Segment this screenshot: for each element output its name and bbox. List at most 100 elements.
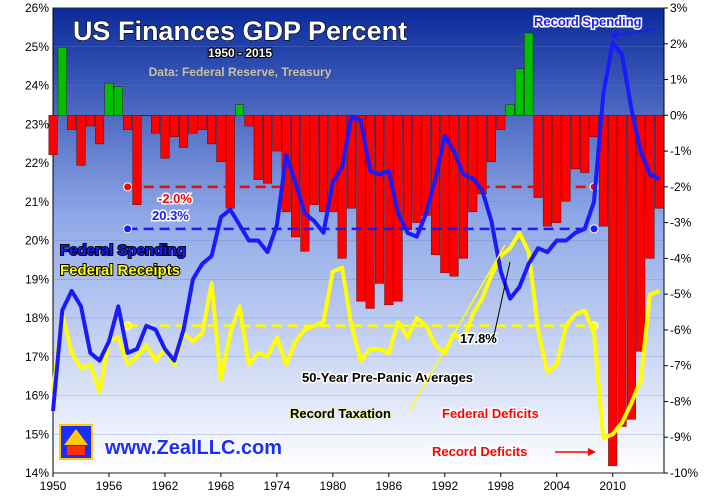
deficit-bar bbox=[412, 115, 422, 223]
x-tick-label: 1950 bbox=[40, 479, 67, 493]
deficit-bar bbox=[486, 115, 496, 163]
deficit-bar bbox=[402, 115, 412, 230]
deficit-bar bbox=[319, 115, 329, 213]
deficit-bar bbox=[309, 115, 319, 205]
x-tick-label: 1956 bbox=[96, 479, 123, 493]
deficit-bar bbox=[505, 104, 515, 116]
deficit-bar bbox=[76, 115, 86, 166]
receipts-avg-pointer bbox=[492, 261, 511, 341]
left-tick-label: 19% bbox=[25, 272, 49, 286]
deficit-bar bbox=[468, 115, 478, 213]
deficit-bar bbox=[542, 115, 552, 227]
deficit-bar bbox=[496, 115, 506, 130]
chart-title: US Finances GDP Percent bbox=[73, 16, 407, 46]
left-tick-label: 18% bbox=[25, 311, 49, 325]
average-marker-end bbox=[589, 224, 599, 234]
deficit-bar bbox=[235, 104, 245, 116]
deficit-bar bbox=[85, 115, 95, 127]
deficit-bar bbox=[113, 86, 123, 116]
deficit-bar bbox=[263, 115, 273, 184]
right-tick-label: -2% bbox=[670, 180, 692, 194]
right-tick-label: 1% bbox=[670, 73, 688, 87]
average-marker-start bbox=[123, 182, 133, 192]
right-tick-label: 3% bbox=[670, 1, 688, 15]
right-tick-label: -9% bbox=[670, 430, 692, 444]
deficit-bar bbox=[104, 82, 114, 116]
series-line-federal-spending bbox=[51, 40, 661, 412]
deficit-bar bbox=[654, 115, 664, 209]
record-spending-annotation: Record Spending bbox=[534, 14, 642, 29]
chart-source: Data: Federal Reserve, Treasury bbox=[149, 65, 332, 79]
receipts-series-label: Federal Receipts bbox=[60, 262, 180, 279]
record-spending-arrow bbox=[611, 28, 656, 37]
deficit-bar bbox=[561, 115, 571, 202]
record-taxation-annotation: Record Taxation bbox=[290, 406, 391, 421]
deficit-bar bbox=[524, 32, 534, 116]
deficit-bar bbox=[67, 115, 77, 130]
deficit-bar bbox=[356, 115, 366, 302]
deficit-bar bbox=[384, 115, 394, 306]
average-marker-start bbox=[123, 224, 133, 234]
deficit-bar bbox=[449, 115, 459, 277]
record-deficits-annotation: Record Deficits bbox=[432, 444, 527, 459]
website-label: www.ZealLLC.com bbox=[104, 437, 282, 459]
deficit-bar bbox=[95, 115, 105, 145]
deficit-avg-label: -2.0% bbox=[158, 191, 192, 206]
right-tick-label: 0% bbox=[670, 108, 688, 122]
deficit-bar bbox=[580, 115, 590, 173]
average-marker-start bbox=[123, 321, 133, 331]
deficit-bar bbox=[179, 115, 189, 148]
series-line-federal-receipts bbox=[51, 230, 661, 441]
deficit-bar bbox=[48, 115, 58, 155]
deficit-bar bbox=[188, 115, 198, 134]
right-tick-label: 2% bbox=[670, 37, 688, 51]
right-tick-label: -6% bbox=[670, 323, 692, 337]
left-tick-label: 26% bbox=[25, 1, 49, 15]
x-tick-label: 2010 bbox=[599, 479, 626, 493]
left-tick-label: 20% bbox=[25, 234, 49, 248]
deficit-bar bbox=[617, 115, 627, 427]
right-tick-label: -3% bbox=[670, 216, 692, 230]
left-tick-label: 22% bbox=[25, 156, 49, 170]
chart-subtitle: 1950 - 2015 bbox=[208, 46, 272, 60]
left-tick-label: 24% bbox=[25, 79, 49, 93]
deficit-bar bbox=[225, 115, 235, 209]
deficit-bar bbox=[123, 115, 133, 130]
right-tick-label: -8% bbox=[670, 394, 692, 408]
x-tick-label: 1962 bbox=[152, 479, 179, 493]
deficit-bar bbox=[477, 115, 487, 195]
deficit-bar bbox=[374, 115, 384, 284]
right-tick-label: -7% bbox=[670, 359, 692, 373]
left-tick-label: 23% bbox=[25, 117, 49, 131]
average-lines bbox=[123, 182, 599, 331]
deficit-bar bbox=[132, 115, 142, 205]
right-tick-label: -5% bbox=[670, 287, 692, 301]
deficit-bar bbox=[253, 115, 263, 180]
x-tick-label: 2004 bbox=[543, 479, 570, 493]
deficit-bar bbox=[440, 115, 450, 273]
receipts-avg-label: 17.8% bbox=[460, 331, 497, 346]
deficit-bar bbox=[514, 68, 524, 116]
left-tick-label: 15% bbox=[25, 427, 49, 441]
deficit-bar bbox=[608, 115, 618, 467]
left-tick-label: 21% bbox=[25, 195, 49, 209]
deficit-bar bbox=[244, 115, 254, 127]
left-tick-label: 17% bbox=[25, 350, 49, 364]
deficit-bar bbox=[328, 115, 338, 213]
deficit-bar bbox=[272, 115, 282, 152]
deficit-bar bbox=[645, 115, 655, 259]
federal-deficits-annotation: Federal Deficits bbox=[442, 406, 539, 421]
deficit-bar bbox=[589, 115, 599, 137]
record-deficits-arrowhead bbox=[588, 448, 596, 456]
axis-ticks: 14% 15% 16% 17% 18% 19% 20% 21% 22% 23% 24% 25% 26% -… bbox=[25, 1, 698, 493]
deficit-bar bbox=[300, 115, 310, 252]
right-tick-label: -4% bbox=[670, 251, 692, 265]
right-tick-label: -1% bbox=[670, 144, 692, 158]
averages-annotation: 50-Year Pre-Panic Averages bbox=[302, 370, 473, 385]
deficit-bar bbox=[207, 115, 217, 145]
deficit-bar bbox=[160, 115, 170, 159]
x-tick-label: 1974 bbox=[264, 479, 291, 493]
spending-series-label: Federal Spending bbox=[60, 242, 186, 259]
x-tick-label: 1980 bbox=[319, 479, 346, 493]
